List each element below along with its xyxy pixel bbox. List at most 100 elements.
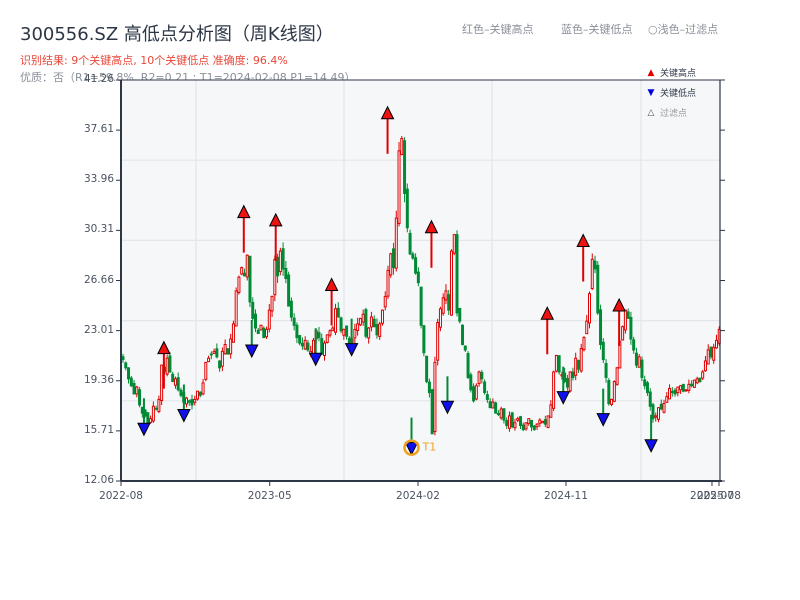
candle-body (154, 407, 158, 410)
key-low-marker-icon (440, 400, 455, 415)
candle-body (582, 337, 586, 351)
candle-body (690, 383, 694, 387)
candle-body (681, 383, 685, 392)
top-legend-red: 红色–关键高点 (462, 23, 534, 36)
candle-body (703, 360, 707, 372)
candle-body (259, 324, 263, 331)
candle-body (378, 323, 382, 337)
candle-body (386, 269, 390, 297)
candle-body (441, 297, 445, 314)
candle-body (579, 348, 583, 372)
candle-body (549, 404, 553, 418)
candle-body (463, 345, 467, 351)
candle-body (516, 418, 520, 421)
key-low-marker-icon (556, 391, 571, 405)
candle-body (325, 334, 329, 343)
candle-body (207, 357, 211, 363)
candle-body (659, 403, 663, 410)
candle-body (541, 420, 545, 424)
candle-body (331, 327, 335, 332)
candle-body (447, 294, 451, 311)
candle-body (358, 317, 362, 326)
candle-body (372, 318, 376, 328)
candle-body (300, 342, 304, 347)
candle-body (662, 403, 666, 413)
candle-body (220, 350, 224, 367)
candle-body (157, 398, 161, 413)
legend-key-high: ▲ 关键高点 (646, 66, 696, 80)
candle-body (657, 407, 661, 420)
y-tick-label: 23.01 (83, 323, 114, 336)
t1-label: T1 (422, 441, 437, 454)
candle-body (248, 255, 252, 303)
candle-body (436, 322, 440, 361)
candle-body (403, 140, 407, 194)
x-tick-label: 2025-07 (690, 490, 734, 502)
candle-body (345, 325, 349, 337)
candle-body (265, 328, 269, 338)
candle-body (521, 424, 525, 431)
candle-body (281, 248, 285, 270)
candle-body (369, 316, 373, 328)
candle-body (306, 342, 310, 351)
key-high-marker-icon (157, 340, 171, 355)
candle-body (176, 377, 180, 391)
candle-body (590, 258, 594, 290)
candle-body (469, 374, 473, 391)
y-tick-label: 26.66 (83, 273, 114, 286)
candle-body (571, 371, 575, 378)
candle-body (129, 377, 133, 387)
candle-body (196, 390, 200, 400)
candle-body (229, 338, 233, 355)
candle-body (411, 253, 415, 259)
candle-body (458, 307, 462, 322)
candle-body (242, 272, 246, 277)
legend-key-low: ▼ 关键低点 (646, 86, 696, 100)
key-high-marker-icon (576, 233, 590, 247)
candle-body (499, 408, 503, 419)
candle-body (532, 425, 536, 431)
candle-body (433, 361, 437, 433)
y-tick-label: 19.36 (83, 373, 114, 386)
candle-body (461, 324, 465, 345)
candle-body (151, 405, 155, 422)
legend-label: 过滤点 (660, 109, 688, 119)
candle-body (502, 408, 506, 421)
candle-body (375, 324, 379, 336)
candle-body (530, 419, 534, 428)
candle-body (253, 313, 257, 329)
candle-body (295, 324, 299, 339)
candle-body (190, 399, 194, 406)
candle-body (455, 234, 459, 314)
candle-body (364, 309, 368, 337)
candle-body (173, 378, 177, 386)
candle-body (334, 308, 338, 333)
candle-body (215, 348, 219, 358)
candle-body (438, 308, 442, 328)
candle-body (356, 323, 360, 332)
candle-body (599, 309, 603, 345)
candle-body (209, 353, 213, 356)
candle-body (427, 381, 431, 394)
legend-filtered: △ 过滤点 (646, 106, 688, 120)
candle-body (546, 415, 550, 428)
candle-body (223, 343, 227, 355)
key-low-marker-icon (308, 352, 323, 367)
t1-ring-icon (403, 439, 420, 456)
candle-body (367, 327, 371, 339)
candle-body (452, 234, 456, 254)
candle-body (201, 382, 205, 395)
candle-body (510, 412, 514, 428)
candle-body (477, 371, 481, 384)
candle-body (138, 389, 142, 406)
top-legend-blue: 蓝色–关键低点 (561, 23, 633, 36)
y-tick-label: 37.61 (83, 123, 114, 136)
candle-body (135, 386, 139, 395)
candle-body (251, 301, 255, 319)
x-tick-label: 2023-05 (247, 490, 292, 502)
candle-body (615, 367, 619, 385)
candle-body (673, 389, 677, 395)
candle-body (284, 267, 288, 280)
candle-body (267, 309, 271, 330)
triangle-outline-icon: △ (647, 107, 655, 118)
